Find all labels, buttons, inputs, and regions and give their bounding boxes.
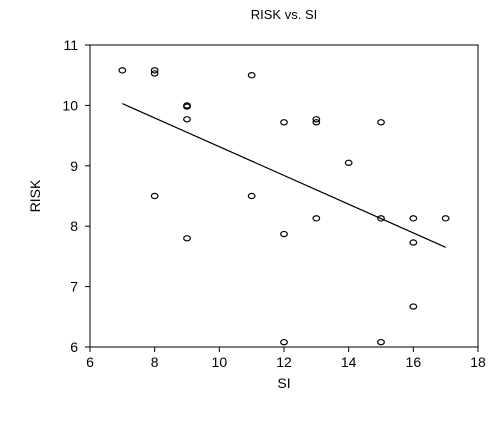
chart-title: RISK vs. SI [251, 7, 317, 22]
x-tick-label: 10 [212, 354, 228, 370]
data-point [312, 215, 321, 222]
data-point [377, 338, 385, 346]
y-tick-label: 6 [70, 339, 78, 355]
regression-line-group [122, 103, 446, 248]
data-point [150, 192, 159, 200]
plot-frame [89, 44, 479, 348]
data-point [247, 192, 256, 200]
y-axis-ticks: 6 7 8 9 10 11 [62, 37, 90, 355]
x-tick-label: 12 [276, 354, 292, 370]
data-point [409, 303, 418, 310]
data-point [377, 119, 385, 126]
data-point [312, 119, 321, 126]
data-point [312, 116, 321, 123]
y-tick-label: 10 [62, 97, 78, 113]
x-tick-label: 16 [406, 354, 422, 370]
x-tick-label: 8 [151, 354, 159, 370]
x-tick-label: 6 [86, 354, 94, 370]
data-point [150, 67, 159, 74]
data-point [183, 103, 191, 110]
data-point [280, 338, 288, 346]
data-point [441, 215, 450, 222]
data-point [280, 119, 288, 126]
data-point [344, 159, 353, 166]
data-point [118, 67, 127, 74]
data-point [377, 215, 385, 222]
x-axis-ticks: 6 8 10 12 14 16 18 [86, 347, 486, 370]
y-axis-label: RISK [27, 179, 43, 212]
x-axis-label: SI [277, 375, 290, 391]
data-point [247, 71, 256, 79]
data-point [150, 70, 159, 77]
regression-line [122, 103, 446, 248]
data-point [409, 215, 418, 222]
y-tick-label: 9 [70, 158, 78, 174]
data-point [183, 235, 191, 242]
data-point [183, 116, 191, 123]
y-tick-label: 8 [70, 218, 78, 234]
x-tick-label: 14 [341, 354, 357, 370]
data-point [280, 230, 288, 238]
y-tick-label: 11 [63, 37, 78, 53]
x-tick-label: 18 [470, 354, 486, 370]
data-points [118, 67, 450, 346]
y-tick-label: 7 [70, 279, 78, 295]
data-point [409, 239, 418, 246]
